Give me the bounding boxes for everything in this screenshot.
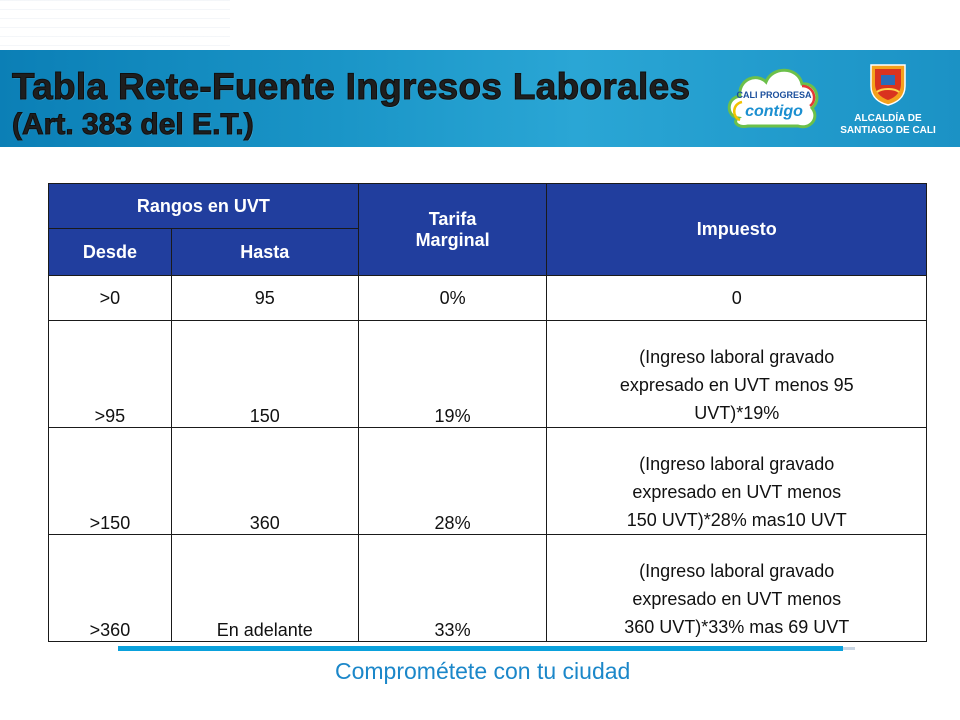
cell-tarifa: 28% <box>357 427 548 535</box>
cell-tarifa: 33% <box>357 534 548 642</box>
cell-impuesto: (Ingreso laboral gravado expresado en UV… <box>546 320 927 428</box>
header-hasta: Hasta <box>170 228 359 276</box>
impuesto-line: (Ingreso laboral gravado <box>639 454 835 474</box>
header-tarifa-marginal: Tarifa Marginal <box>357 183 548 276</box>
footer-accent-bar <box>118 646 843 651</box>
footer-accent-tail <box>843 647 855 650</box>
svg-text:CALI PROGRESA: CALI PROGRESA <box>736 90 812 100</box>
impuesto-line: UVT)*19% <box>694 403 780 423</box>
retencion-table: Rangos en UVT Tarifa Marginal Impuesto D… <box>48 183 927 642</box>
cell-tarifa: 0% <box>357 275 548 321</box>
cell-desde: >0 <box>48 275 172 321</box>
impuesto-line: expresado en UVT menos 95 <box>619 375 854 395</box>
table-row: >0 95 0% 0 <box>48 275 927 321</box>
impuesto-line: 360 UVT)*33% mas 69 UVT <box>624 617 850 637</box>
cell-tarifa: 19% <box>357 320 548 428</box>
page-subtitle: (Art. 383 del E.T.) <box>12 108 255 142</box>
cell-hasta: 360 <box>170 427 359 535</box>
svg-text:contigo: contigo <box>745 103 803 120</box>
table-row: >360 En adelante 33% (Ingreso laboral gr… <box>48 534 927 642</box>
alcaldia-logo: ALCALDÍA DE SANTIAGO DE CALI <box>832 62 944 142</box>
alcaldia-text-line2: SANTIAGO DE CALI <box>840 125 936 136</box>
impuesto-line: (Ingreso laboral gravado <box>639 347 835 367</box>
coat-of-arms-icon <box>870 64 906 106</box>
cali-progresa-logo: CALI PROGRESA contigo <box>727 68 819 129</box>
impuesto-line: expresado en UVT menos <box>632 482 842 502</box>
cell-hasta: En adelante <box>170 534 359 642</box>
cell-impuesto: (Ingreso laboral gravado expresado en UV… <box>546 534 927 642</box>
table-row: >150 360 28% (Ingreso laboral gravado ex… <box>48 427 927 535</box>
page-title: Tabla Rete-Fuente Ingresos Laborales <box>11 66 691 108</box>
cell-impuesto: (Ingreso laboral gravado expresado en UV… <box>546 427 927 535</box>
header-impuesto: Impuesto <box>546 183 927 276</box>
header-desde: Desde <box>48 228 172 276</box>
impuesto-line: expresado en UVT menos <box>632 589 842 609</box>
cell-hasta: 150 <box>170 320 359 428</box>
cell-desde: >360 <box>48 534 172 642</box>
cell-desde: >150 <box>48 427 172 535</box>
cell-hasta: 95 <box>170 275 359 321</box>
impuesto-line: (Ingreso laboral gravado <box>639 561 835 581</box>
header-tarifa-line2: Marginal <box>415 229 490 250</box>
table-row: >95 150 19% (Ingreso laboral gravado exp… <box>48 320 927 428</box>
cell-impuesto: 0 <box>546 275 927 321</box>
header-rangos-uvt: Rangos en UVT <box>48 183 359 229</box>
cell-desde: >95 <box>48 320 172 428</box>
header-tarifa-line1: Tarifa <box>428 208 477 229</box>
impuesto-line: 150 UVT)*28% mas10 UVT <box>626 510 847 530</box>
footer-slogan: Comprométete con tu ciudad <box>335 658 631 684</box>
alcaldia-text-line1: ALCALDÍA DE <box>854 113 922 124</box>
